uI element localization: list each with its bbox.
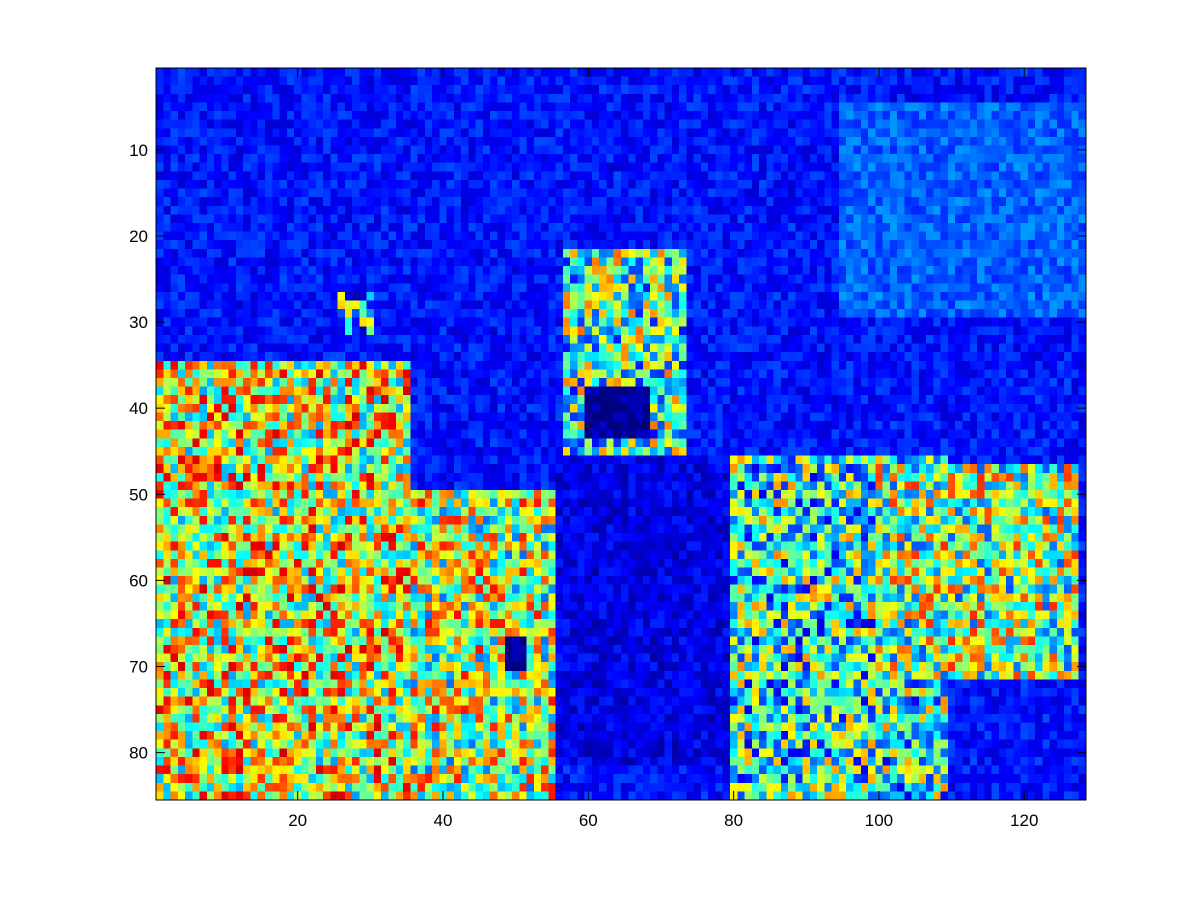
x-tick-label: 60 [579,811,598,830]
heatmap-image [156,68,1086,800]
x-tick-label: 40 [434,811,453,830]
y-tick-label: 80 [129,744,148,763]
x-tick-label: 20 [288,811,307,830]
y-tick-label: 10 [129,141,148,160]
y-tick-label: 40 [129,399,148,418]
y-tick-label: 20 [129,227,148,246]
y-tick-label: 60 [129,571,148,590]
x-tick-label: 100 [865,811,893,830]
x-tick-label: 120 [1010,811,1038,830]
x-tick-label: 80 [724,811,743,830]
y-tick-label: 70 [129,658,148,677]
y-tick-label: 50 [129,485,148,504]
y-tick-label: 30 [129,313,148,332]
